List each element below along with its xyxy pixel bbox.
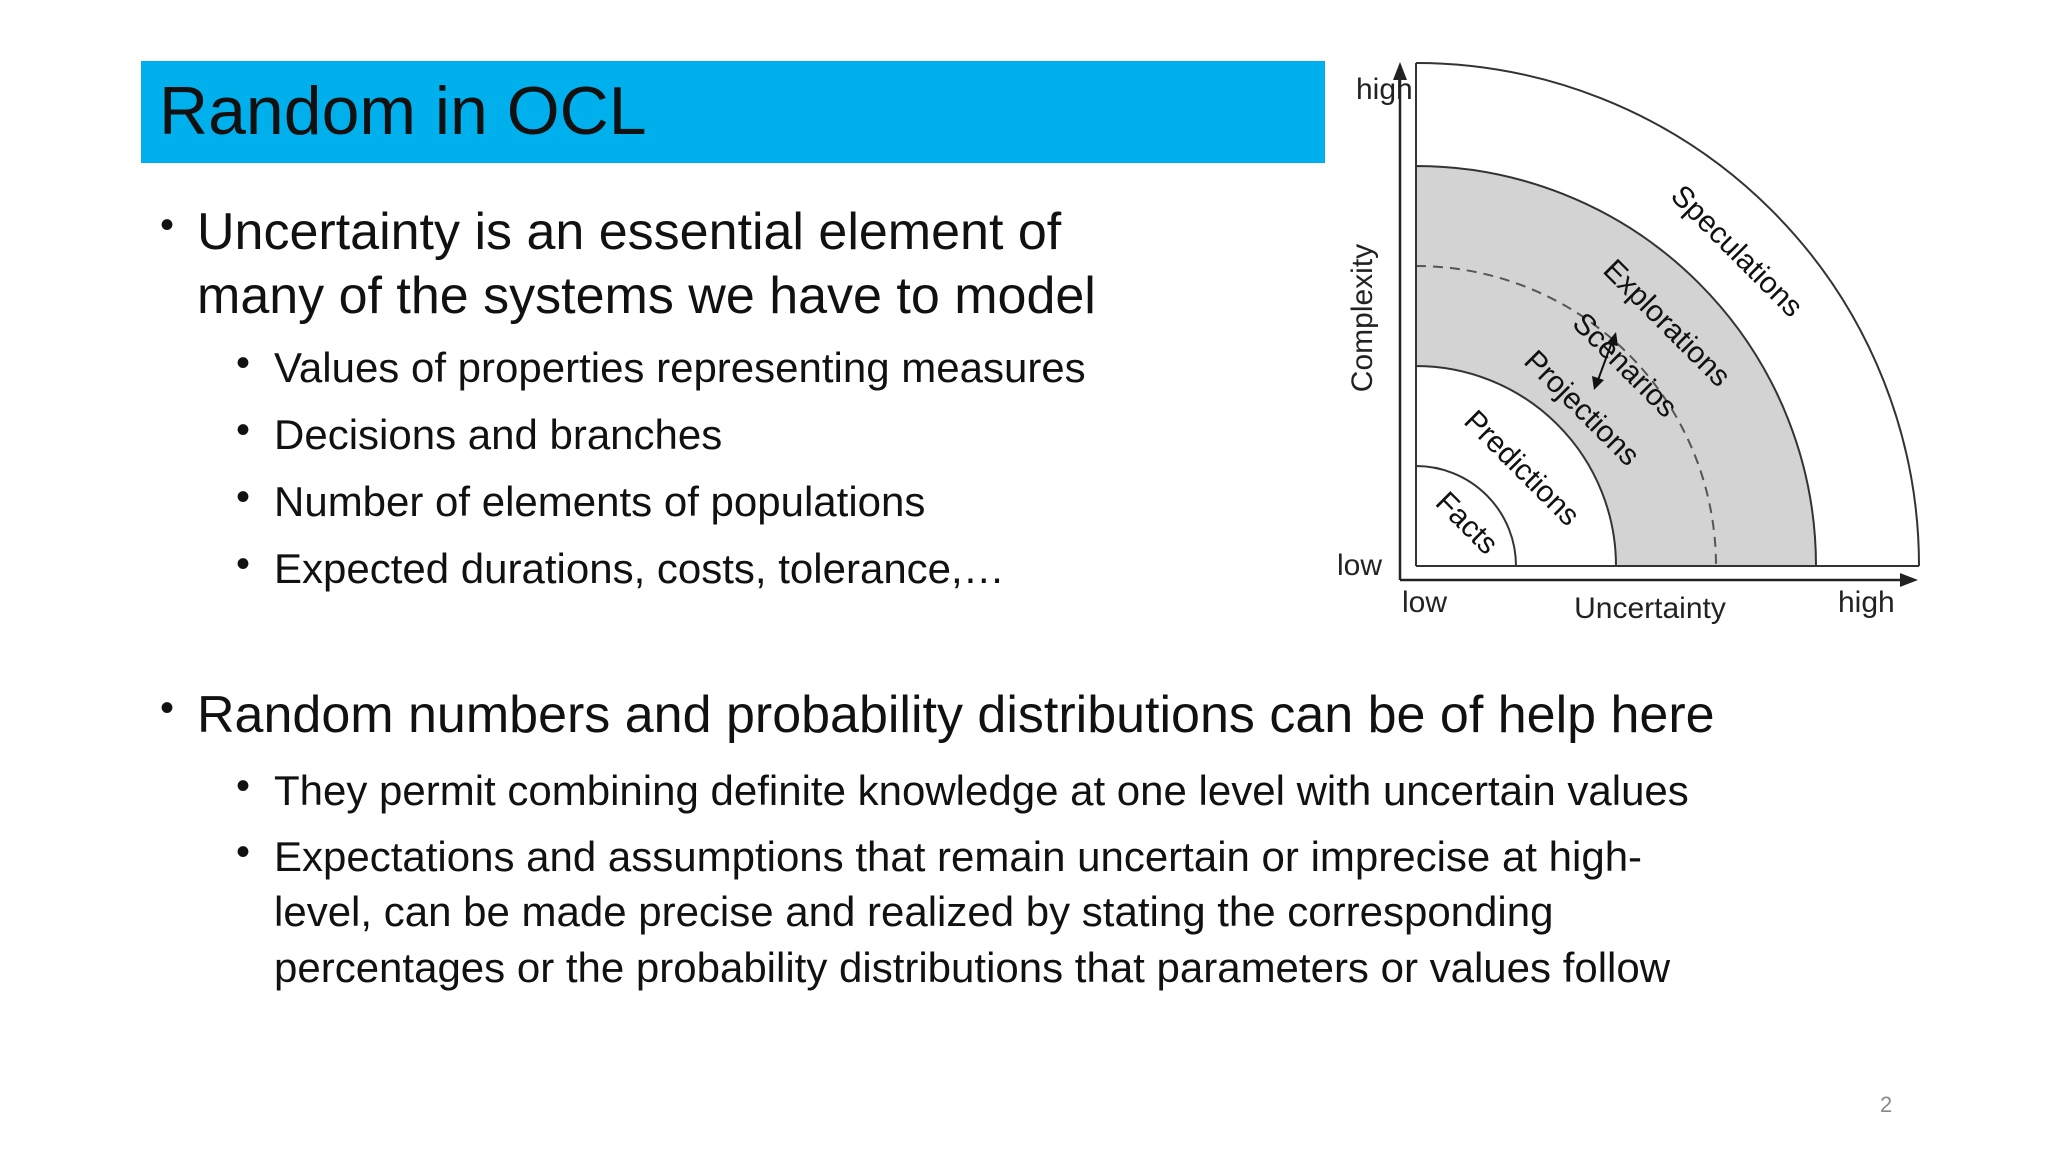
facts-arc [1415,465,1517,567]
x-axis-arrow-icon [1900,573,1918,587]
sub-bullet-2-1: They permit combining definite knowledge… [274,767,1689,814]
title-bar: Random in OCL [141,61,1325,163]
page-number: 2 [1880,1092,1893,1117]
x-axis-low-label: low [1402,586,1447,619]
y-axis-low-label: low [1337,549,1382,582]
sub-bullet-2-2-line-2: level, can be made precise and realized … [274,888,1554,935]
speculations-arc [1415,62,1920,567]
bullet-1-line-2: many of the systems we have to model [197,267,1096,325]
range-arrow-shaft [1597,341,1613,381]
sub-bullet-dot: • [236,408,251,452]
bullet-2-line-1: Random numbers and probability distribut… [197,686,1715,744]
sub-bullet-1-3: Number of elements of populations [274,478,926,525]
uncertainty-complexity-diagram: high low Complexity low Uncertainty high… [1337,62,1920,625]
y-axis-title: Complexity [1346,244,1379,392]
x-axis-title: Uncertainty [1574,592,1726,625]
sub-bullet-dot: • [236,475,251,519]
y-axis-high-label: high [1356,73,1413,106]
slide-title: Random in OCL [159,73,647,149]
sub-bullet-dot: • [236,830,251,874]
x-axis-high-label: high [1838,586,1895,619]
sub-bullet-dot: • [236,764,251,808]
projections-explorations-band [1415,164,1818,567]
bullet-1-line-1: Uncertainty is an essential element of [197,203,1062,261]
sub-bullet-1-2: Decisions and branches [274,411,723,458]
bullet-dot: • [160,203,175,247]
sub-bullet-dot: • [236,542,251,586]
sub-bullet-1-4: Expected durations, costs, tolerance,… [274,545,1005,592]
y-axis-arrow-icon [1393,62,1407,80]
arrow-down-icon [1592,376,1604,390]
sub-bullet-2-2-line-3: percentages or the probability distribut… [274,944,1671,991]
bullet-dot: • [160,686,175,730]
sub-bullet-2-2-line-1: Expectations and assumptions that remain… [274,833,1643,880]
sub-bullet-dot: • [236,341,251,385]
facts-label: Facts [1429,486,1504,561]
arrow-up-icon [1606,332,1618,346]
sub-bullet-1-1: Values of properties representing measur… [274,344,1086,391]
scenarios-dashed-arc [1415,265,1717,567]
